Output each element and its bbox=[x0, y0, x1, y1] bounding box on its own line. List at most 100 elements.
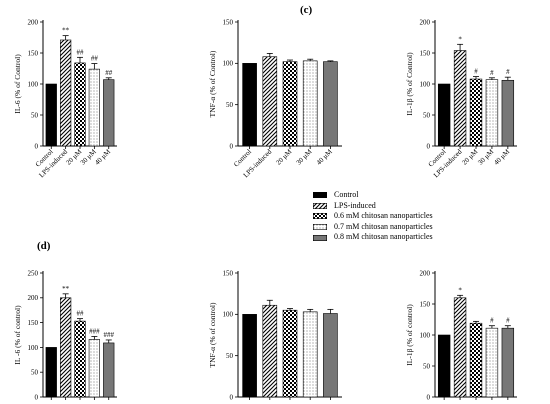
chart-d-left-bar-0 bbox=[45, 347, 57, 398]
chart-d-middle-bar-0 bbox=[242, 314, 257, 398]
chart-c-left-y-tick-label: 150 bbox=[28, 49, 39, 57]
legend-swatch bbox=[313, 192, 327, 199]
chart-c-middle-x-tick-label-3: 30 μM bbox=[295, 147, 314, 166]
chart-d-right-significance-3: # bbox=[490, 317, 494, 325]
chart-d-left-significance-1: ** bbox=[62, 285, 70, 293]
chart-c-middle-y-tick-label: 150 bbox=[223, 18, 234, 26]
chart-c-middle-y-tick-label: 100 bbox=[223, 60, 234, 68]
chart-d-right-y-tick-label: 100 bbox=[420, 331, 431, 339]
chart-d-middle-y-axis-label: TNF-α (% of control) bbox=[208, 302, 217, 367]
chart-c-left-y-tick-label: 200 bbox=[28, 18, 39, 26]
chart-c-left-bar-2 bbox=[74, 62, 86, 147]
chart-c-left-y-tick-label: 100 bbox=[28, 80, 39, 88]
chart-d-left-significance-4: ### bbox=[103, 331, 114, 339]
chart-d-middle-y-tick-label: 100 bbox=[223, 311, 234, 319]
chart-d-right-bar-1 bbox=[453, 297, 467, 398]
legend-label: Control bbox=[334, 190, 359, 199]
chart-c-middle-bar-0 bbox=[242, 63, 257, 147]
chart-d-right-bar-4 bbox=[501, 327, 515, 398]
chart-c-middle-bar-4 bbox=[323, 61, 338, 147]
chart-c-left-significance-4: ## bbox=[105, 69, 113, 77]
chart-c-left-significance-1: ** bbox=[62, 27, 70, 35]
chart-c-left-bar-0 bbox=[45, 83, 57, 147]
chart-d-left-bar-4 bbox=[103, 342, 115, 398]
chart-d-left-significance-3: ### bbox=[89, 327, 100, 335]
chart-c-left-y-tick-label: 0 bbox=[35, 142, 39, 150]
chart-d-left-y-tick-label: 0 bbox=[35, 393, 39, 401]
chart-c-left-bar-1 bbox=[60, 39, 72, 147]
chart-c-right-significance-2: # bbox=[474, 68, 478, 76]
chart-d-right-y-tick-label: 50 bbox=[423, 362, 431, 370]
chart-c-middle-bar-2 bbox=[282, 61, 298, 147]
chart-c-right-significance-3: # bbox=[490, 69, 494, 77]
chart-d-left-y-axis-label: IL -6 (% of control) bbox=[13, 305, 22, 365]
legend-item: Control bbox=[313, 190, 433, 201]
legend-label: 0.6 mM chitosan nanoparticles bbox=[334, 211, 433, 221]
chart-c-right-y-tick-label: 0 bbox=[427, 142, 431, 150]
chart-c-right-y-tick-label: 150 bbox=[420, 49, 431, 57]
chart-c-left-y-tick-label: 50 bbox=[31, 111, 39, 119]
chart-c-left-bar-3 bbox=[88, 68, 100, 147]
chart-c-right-x-tick-label-2: 20 μM bbox=[461, 147, 480, 166]
legend-item: LPS-induced bbox=[313, 201, 433, 212]
chart-c-middle-x-tick-label-4: 40 μM bbox=[315, 147, 334, 166]
chart-d-middle-bar-1 bbox=[262, 304, 278, 398]
legend-swatch bbox=[313, 202, 327, 209]
legend-swatch bbox=[313, 234, 327, 241]
chart-d-left-bar-1 bbox=[60, 297, 72, 398]
chart-d-left-y-tick-label: 50 bbox=[31, 369, 39, 377]
legend-item: 0.7 mM chitosan nanoparticles bbox=[313, 222, 433, 233]
panel-c-label: (c) bbox=[300, 4, 313, 16]
chart-d-middle-bar-2 bbox=[282, 309, 298, 398]
legend-swatch bbox=[313, 213, 327, 220]
chart-d-left-significance-2: ## bbox=[77, 310, 85, 318]
chart-c-middle-bar-1 bbox=[262, 56, 278, 147]
chart-d-right-significance-1: * bbox=[458, 286, 462, 294]
legend: Control LPS-induced 0.6 mM chitosan nanopa… bbox=[313, 190, 433, 243]
legend-label: 0.7 mM chitosan nanoparticles bbox=[334, 221, 433, 231]
chart-d-right-y-tick-label: 150 bbox=[420, 300, 431, 308]
chart-d-middle-y-tick-label: 0 bbox=[230, 393, 234, 401]
legend-label: LPS-induced bbox=[334, 200, 376, 210]
chart-d-left-bar-2 bbox=[74, 320, 86, 398]
chart-c-right-y-axis-label: IL-1β (% of Control) bbox=[405, 52, 414, 116]
chart-d-middle-bar-3 bbox=[302, 311, 318, 398]
legend-label: 0.8 mM chitosan nanoparticles bbox=[334, 232, 433, 242]
chart-c-left-y-axis-label: IL-6 (% of Control) bbox=[13, 54, 22, 114]
chart-c-middle-bar-3 bbox=[302, 60, 318, 147]
chart-d-right-bar-0 bbox=[437, 334, 451, 398]
chart-c-middle-y-tick-label: 50 bbox=[226, 101, 234, 109]
chart-d-left-y-tick-label: 150 bbox=[28, 319, 39, 327]
chart-c-right-bar-1 bbox=[453, 50, 467, 147]
panel-d-label: (d) bbox=[37, 240, 51, 252]
chart-c-right-bar-0 bbox=[437, 83, 451, 147]
chart-c-left-significance-3: ## bbox=[91, 55, 99, 63]
chart-d-middle-y-tick-label: 150 bbox=[223, 269, 234, 277]
chart-c-right-bar-2 bbox=[469, 78, 483, 147]
legend-item: 0.6 mM chitosan nanoparticles bbox=[313, 211, 433, 222]
legend-item: 0.8 mM chitosan nanoparticles bbox=[313, 232, 433, 243]
chart-c-middle-x-tick-label-2: 20 μM bbox=[275, 147, 294, 166]
chart-d-right-y-tick-label: 200 bbox=[420, 269, 431, 277]
chart-d-right-bar-2 bbox=[469, 322, 483, 398]
chart-c-right-significance-1: * bbox=[458, 35, 462, 43]
chart-d-right-y-tick-label: 0 bbox=[427, 393, 431, 401]
chart-c-middle-y-axis-label: TNF-α (% of Control) bbox=[208, 50, 217, 117]
chart-c-middle-y-tick-label: 0 bbox=[230, 142, 234, 150]
chart-c-right-y-tick-label: 200 bbox=[420, 18, 431, 26]
chart-c-right-bar-3 bbox=[485, 79, 499, 147]
chart-c-right-bar-4 bbox=[501, 79, 515, 147]
chart-c-right-y-tick-label: 100 bbox=[420, 80, 431, 88]
chart-d-left-y-tick-label: 100 bbox=[28, 344, 39, 352]
chart-c-left-significance-2: ## bbox=[77, 48, 85, 56]
chart-d-right-significance-4: # bbox=[506, 317, 510, 325]
chart-d-left-y-tick-label: 200 bbox=[28, 294, 39, 302]
chart-d-middle-y-tick-label: 50 bbox=[226, 352, 234, 360]
chart-d-right-y-axis-label: IL-1β (% of control) bbox=[405, 304, 414, 366]
chart-c-left-bar-4 bbox=[103, 79, 115, 147]
chart-d-left-y-tick-label: 250 bbox=[28, 269, 39, 277]
chart-c-left-x-tick-label-4: 40 μM bbox=[93, 147, 112, 166]
chart-d-middle-bar-4 bbox=[323, 313, 338, 398]
chart-c-right-y-tick-label: 50 bbox=[423, 111, 431, 119]
